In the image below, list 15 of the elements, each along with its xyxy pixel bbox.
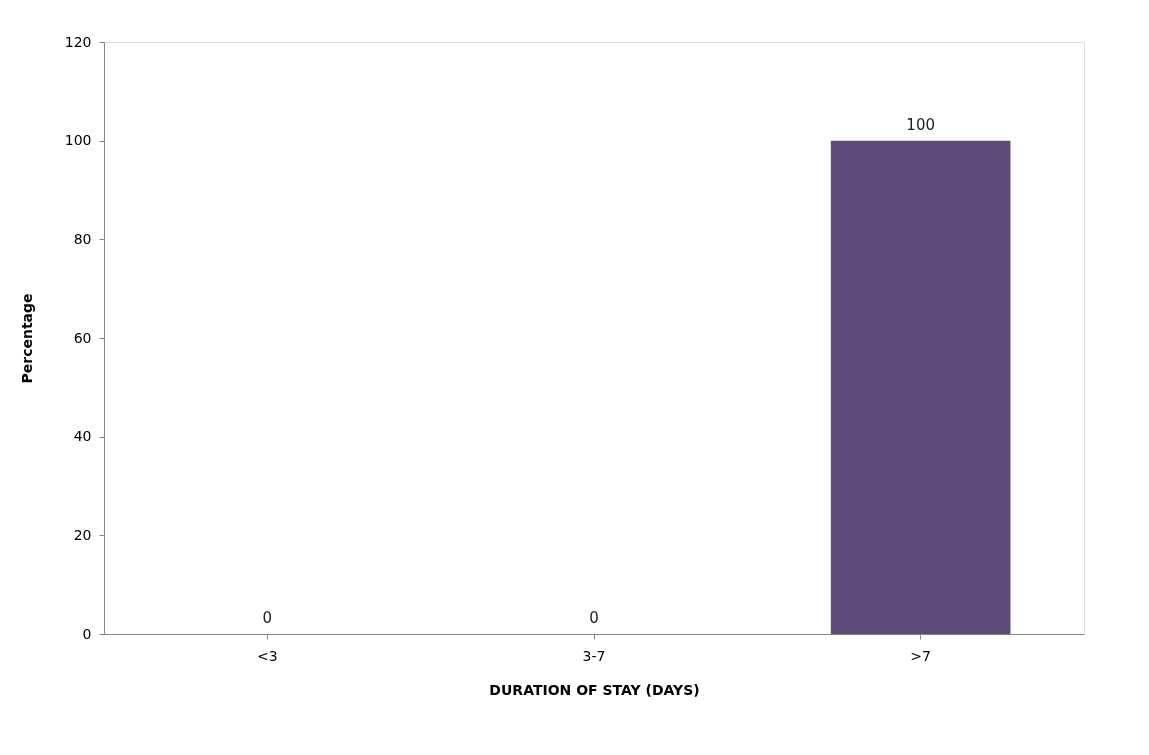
y-tick-label: 20 <box>73 526 92 543</box>
y-tick-label: 100 <box>64 132 92 149</box>
x-tick-label: <3 <box>257 647 278 664</box>
x-tick-label: 3-7 <box>582 647 606 664</box>
x-axis-title: DURATION OF STAY (DAYS) <box>489 681 700 698</box>
y-tick-label: 60 <box>73 329 92 346</box>
y-tick-label: 120 <box>64 33 92 50</box>
data-label: 100 <box>906 115 935 134</box>
data-label: 0 <box>589 609 599 627</box>
data-label: 0 <box>262 609 273 627</box>
y-tick-label: 80 <box>73 230 92 247</box>
y-axis-title: Percentage <box>18 293 35 384</box>
x-tick-label: >7 <box>910 647 931 664</box>
y-tick-label: 40 <box>73 428 92 445</box>
y-tick-label: 0 <box>82 625 92 642</box>
